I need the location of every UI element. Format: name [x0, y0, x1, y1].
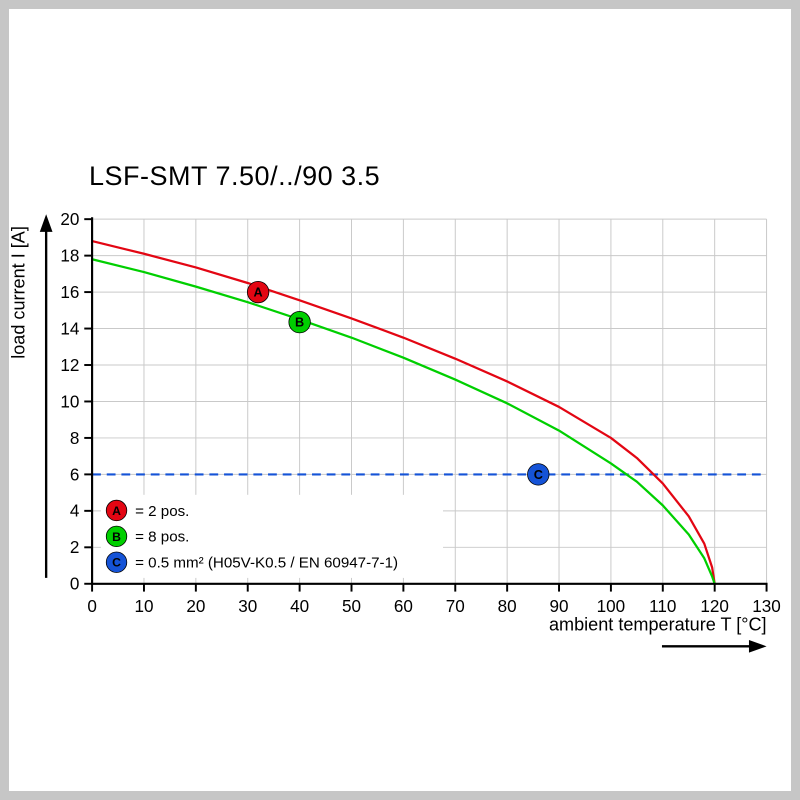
x-tick-label: 90 [550, 597, 569, 616]
y-tick-label: 8 [70, 429, 80, 448]
derating-chart: 0 10 20 30 40 50 60 70 80 90 100 110 120 130 0 2 4 6 8 10 12… [9, 210, 781, 653]
curve-B [91, 258, 716, 585]
x-tick-label: 80 [498, 597, 517, 616]
marker-C: C [527, 463, 550, 486]
svg-text:C: C [112, 556, 121, 570]
legend-item-label: = 2 pos. [135, 503, 189, 520]
y-tick-label: 10 [60, 392, 79, 411]
y-tick-label: 6 [70, 465, 80, 484]
x-tick-label: 30 [238, 597, 257, 616]
svg-text:A: A [254, 286, 263, 300]
marker-A: A [246, 280, 270, 304]
y-tick-label: 18 [60, 246, 79, 265]
x-tick-label: 110 [649, 597, 676, 616]
y-tick-label: 0 [70, 575, 80, 594]
y-axis-label: load current I [A] [9, 214, 53, 578]
y-tick-label: 4 [70, 502, 80, 521]
legend-marker-icon [105, 525, 128, 548]
legend-item-A: A = 2 pos. [105, 499, 189, 522]
chart-title: LSF-SMT 7.50/../90 3.5 [89, 161, 381, 191]
x-axis-label: ambient temperature T [°C] [549, 615, 767, 653]
legend-background [100, 494, 444, 578]
x-tick-label: 0 [87, 597, 97, 616]
legend-item-label: = 0.5 mm² (H05V-K0.5 / EN 60947-7-1) [135, 555, 398, 572]
axes: 0 10 20 30 40 50 60 70 80 90 100 110 120 130 0 2 4 6 8 10 12… [60, 210, 780, 616]
legend-item-C: C = 0.5 mm² (H05V-K0.5 / EN 60947-7-1) [105, 551, 398, 573]
x-tick-label: 40 [290, 597, 309, 616]
x-tick-label: 50 [342, 597, 361, 616]
x-tick-label: 60 [394, 597, 413, 616]
x-tick-label: 10 [134, 597, 153, 616]
svg-text:ambient temperature T [°C]: ambient temperature T [°C] [549, 615, 767, 635]
legend-marker-icon [105, 551, 128, 573]
y-tick-label: 14 [60, 319, 79, 338]
svg-text:C: C [534, 468, 543, 482]
svg-text:B: B [295, 316, 304, 330]
marker-B: B [288, 311, 311, 334]
x-tick-label: 20 [186, 597, 205, 616]
curve-A [91, 239, 716, 584]
y-tick-label: 16 [60, 283, 79, 302]
legend-marker-icon [105, 499, 128, 522]
legend: A = 2 pos. B = 8 pos. C = 0.5 mm² (H05V-K0.5 … [100, 494, 444, 578]
svg-text:A: A [112, 504, 121, 518]
y-tick-label: 2 [70, 538, 80, 557]
legend-item-label: = 8 pos. [135, 529, 189, 546]
x-tick-label: 100 [597, 597, 626, 616]
x-tick-label: 130 [752, 597, 781, 616]
x-tick-label: 120 [700, 597, 729, 616]
svg-text:B: B [112, 530, 121, 544]
x-tick-label: 70 [446, 597, 465, 616]
svg-text:load current I [A]: load current I [A] [9, 226, 29, 359]
legend-item-B: B = 8 pos. [105, 525, 189, 548]
y-tick-label: 20 [60, 210, 79, 229]
y-tick-label: 12 [60, 356, 79, 375]
